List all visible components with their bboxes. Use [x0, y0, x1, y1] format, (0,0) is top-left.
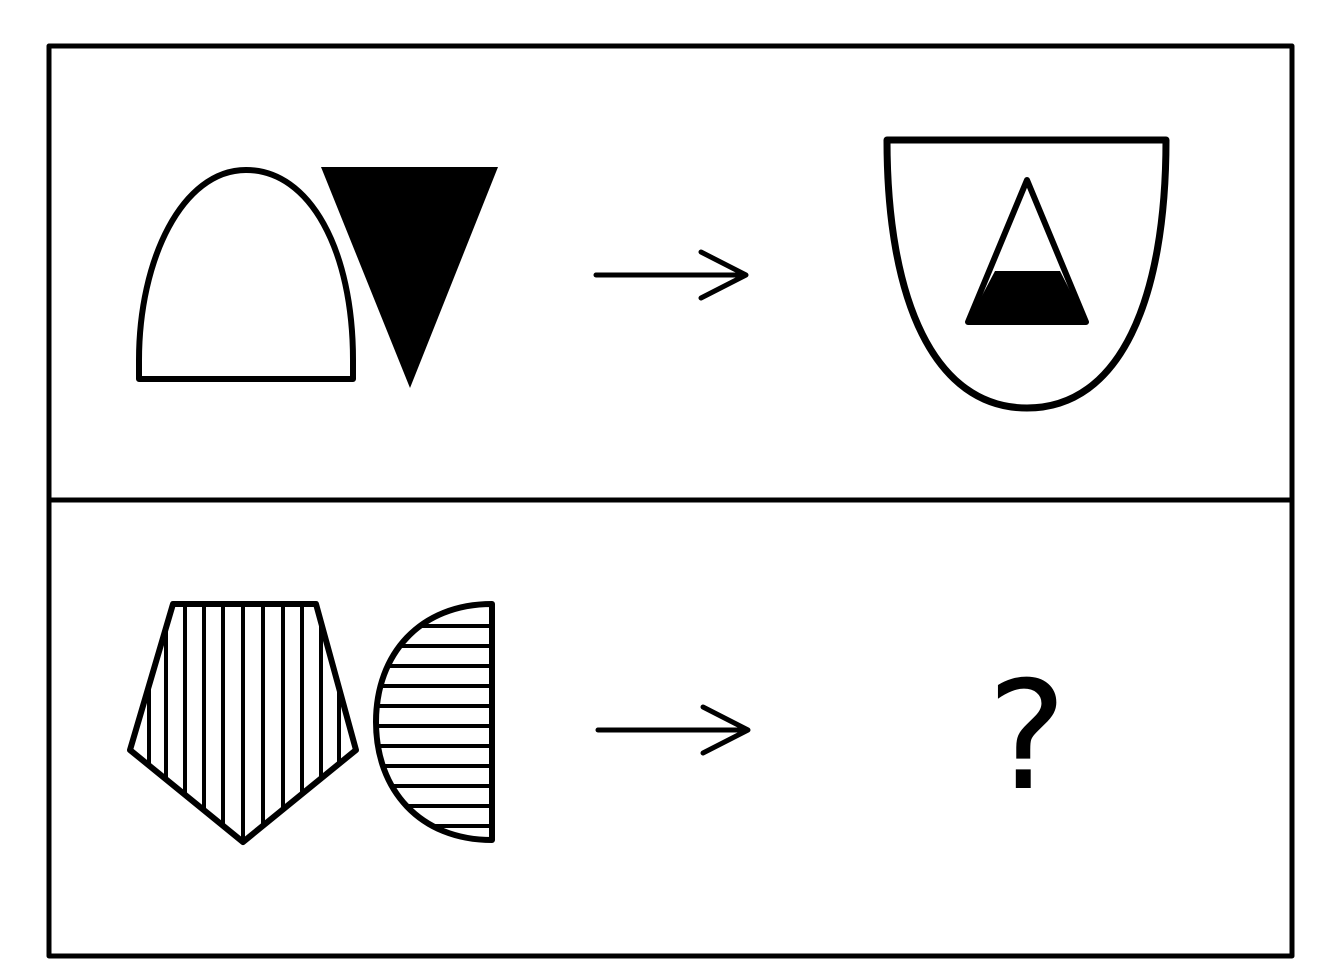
- horizontal-striped-half-disc: [373, 601, 495, 843]
- outlined-dome-shape: [136, 167, 356, 382]
- half-filled-triangle-fill: [968, 271, 1086, 322]
- answer-placeholder: ?: [987, 650, 1067, 824]
- row-1-output: [883, 136, 1170, 412]
- arrow-row-2: [595, 704, 751, 756]
- row-2: ?: [127, 601, 1067, 845]
- row-1: [136, 136, 1170, 412]
- arrow-row-1: [593, 249, 749, 301]
- row-1-inputs: [136, 167, 498, 388]
- outlined-shield-shape: [883, 136, 1170, 412]
- pentagon-outline: [127, 601, 359, 845]
- half-disc-outline: [373, 601, 495, 843]
- vertical-striped-pentagon: [127, 601, 359, 845]
- solid-black-inverted-triangle: [321, 167, 498, 388]
- row-2-inputs: [127, 601, 495, 845]
